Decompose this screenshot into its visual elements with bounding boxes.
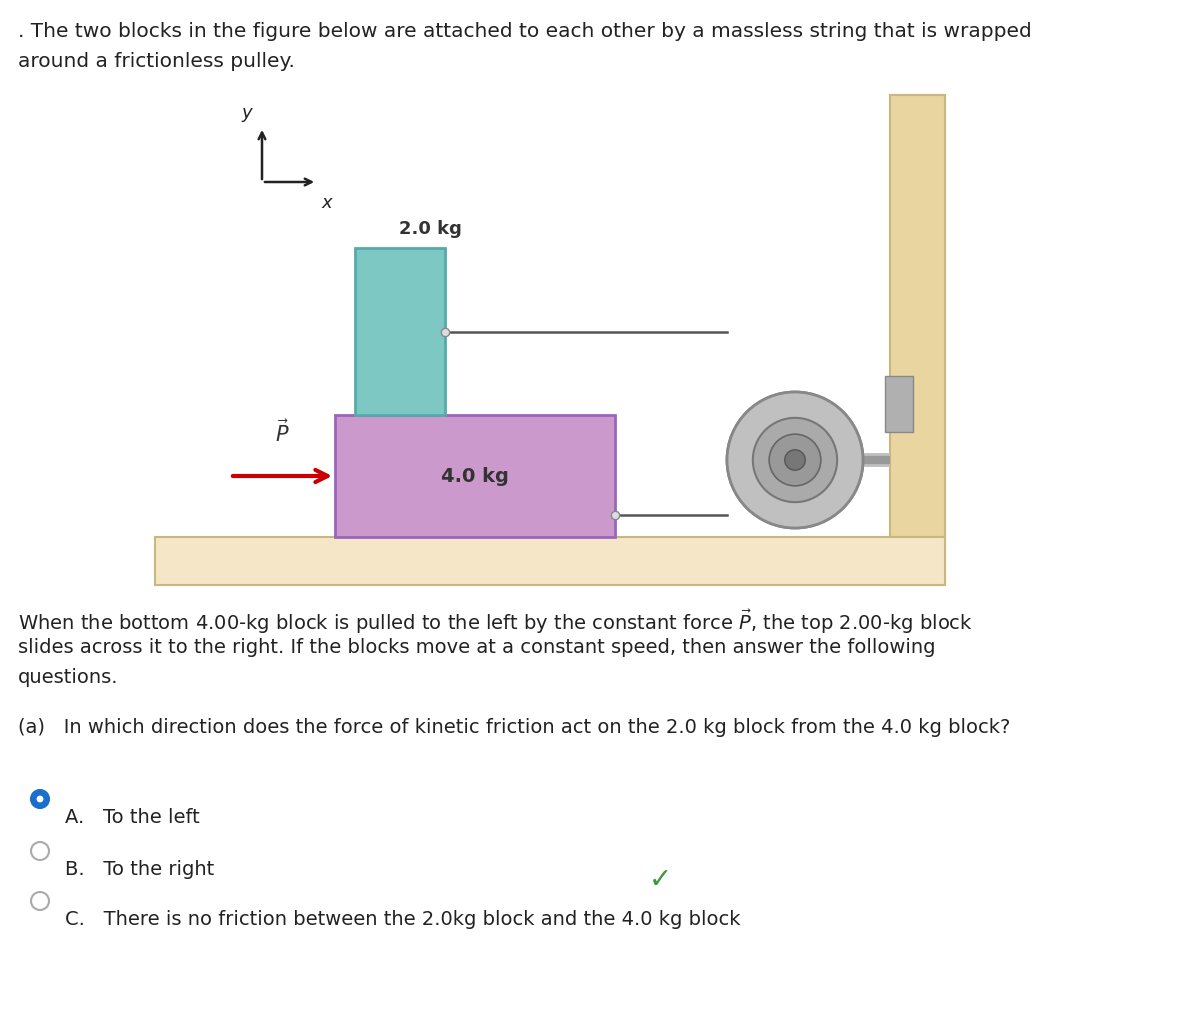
Circle shape <box>727 392 863 528</box>
Text: slides across it to the right. If the blocks move at a constant speed, then answ: slides across it to the right. If the bl… <box>18 638 936 657</box>
Text: $\vec{P}$: $\vec{P}$ <box>275 419 289 446</box>
Text: y: y <box>241 104 252 122</box>
Bar <box>335 415 616 537</box>
Bar <box>155 537 946 585</box>
Circle shape <box>769 434 821 486</box>
Bar <box>890 95 946 585</box>
Text: around a frictionless pulley.: around a frictionless pulley. <box>18 52 295 71</box>
Circle shape <box>36 796 43 803</box>
Text: B.   To the right: B. To the right <box>65 860 215 879</box>
Text: C.   There is no friction between the 2.0kg block and the 4.0 kg block: C. There is no friction between the 2.0k… <box>65 910 740 929</box>
Text: 4.0 kg: 4.0 kg <box>442 467 509 485</box>
Text: questions.: questions. <box>18 668 119 687</box>
Text: A.   To the left: A. To the left <box>65 808 199 827</box>
Circle shape <box>31 842 49 860</box>
Text: 2.0 kg: 2.0 kg <box>398 220 462 238</box>
Circle shape <box>31 892 49 910</box>
Bar <box>886 376 913 432</box>
Text: ✓: ✓ <box>648 866 672 894</box>
Circle shape <box>752 417 838 502</box>
Text: (a)   In which direction does the force of kinetic friction act on the 2.0 kg bl: (a) In which direction does the force of… <box>18 718 1010 737</box>
Text: When the bottom 4.00-kg block is pulled to the left by the constant force $\vec{: When the bottom 4.00-kg block is pulled … <box>18 608 973 636</box>
Circle shape <box>31 790 49 808</box>
Circle shape <box>785 450 805 470</box>
Bar <box>355 248 445 415</box>
Text: x: x <box>322 194 331 212</box>
Circle shape <box>769 434 821 486</box>
Circle shape <box>727 392 863 528</box>
Circle shape <box>752 417 838 502</box>
Circle shape <box>785 450 805 470</box>
Text: . The two blocks in the figure below are attached to each other by a massless st: . The two blocks in the figure below are… <box>18 22 1032 41</box>
